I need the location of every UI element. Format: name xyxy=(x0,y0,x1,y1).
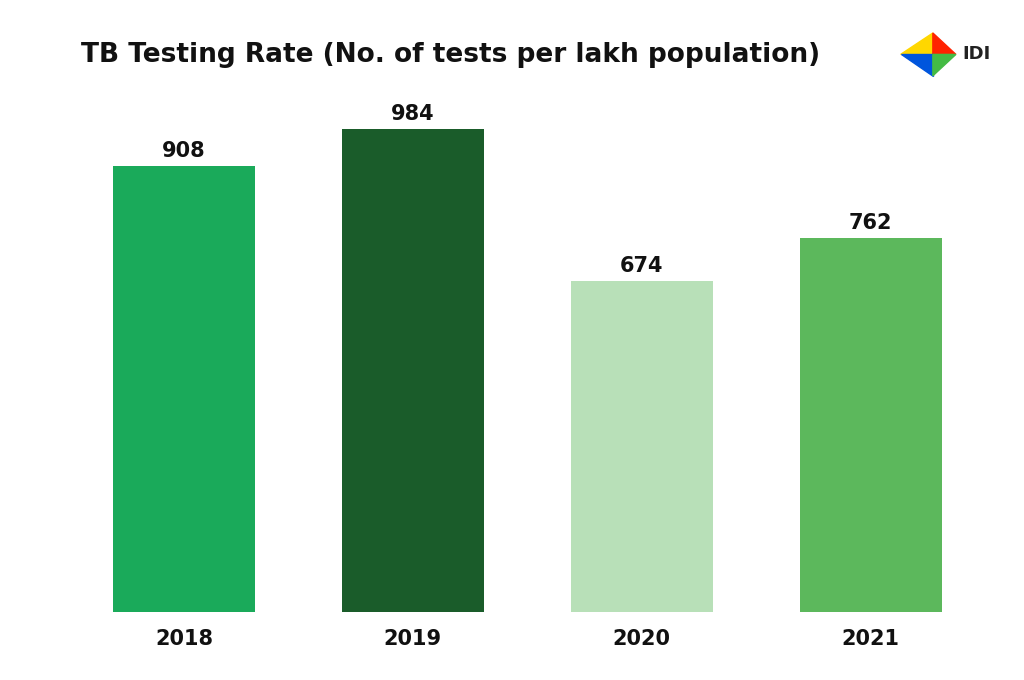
Text: 908: 908 xyxy=(162,141,206,161)
Polygon shape xyxy=(901,33,933,54)
Polygon shape xyxy=(933,54,956,76)
Text: IDI: IDI xyxy=(963,46,990,63)
Polygon shape xyxy=(933,33,956,54)
Bar xyxy=(113,166,255,612)
Text: 984: 984 xyxy=(391,104,435,124)
Text: 762: 762 xyxy=(849,213,892,233)
Polygon shape xyxy=(901,54,933,76)
Text: 674: 674 xyxy=(621,256,664,276)
Bar xyxy=(570,281,713,612)
Bar xyxy=(800,238,942,612)
Text: TB Testing Rate (No. of tests per lakh population): TB Testing Rate (No. of tests per lakh p… xyxy=(81,42,820,68)
Bar xyxy=(342,129,484,612)
